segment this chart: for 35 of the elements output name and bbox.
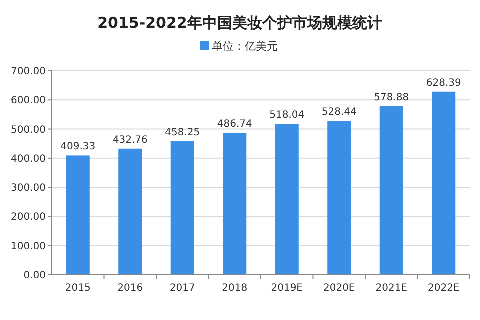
x-tick-label: 2018 — [222, 283, 248, 294]
bar — [223, 133, 247, 275]
data-label: 518.04 — [270, 110, 305, 122]
y-tick-label: 700.00 — [11, 66, 46, 78]
y-tick-label: 200.00 — [11, 212, 46, 224]
y-tick-label: 0.00 — [24, 270, 46, 282]
legend: 单位：亿美元 — [200, 40, 278, 53]
x-tick-label: 2015 — [65, 283, 91, 294]
bar — [118, 148, 142, 275]
bar — [275, 124, 299, 275]
bar — [432, 92, 456, 275]
data-label: 432.76 — [112, 134, 148, 146]
legend-label: 单位：亿美元 — [212, 40, 278, 53]
bar — [66, 156, 90, 275]
y-tick-label: 600.00 — [11, 96, 46, 107]
x-tick-label: 2017 — [170, 283, 196, 294]
data-label: 628.39 — [426, 78, 462, 89]
data-label: 458.25 — [165, 127, 200, 138]
x-tick-label: 2020E — [323, 283, 356, 294]
x-tick-label: 2019E — [271, 283, 304, 294]
y-tick-label: 300.00 — [11, 183, 46, 194]
bar — [328, 120, 352, 275]
y-tick-label: 400.00 — [11, 154, 46, 165]
y-tick-label: 500.00 — [11, 124, 46, 136]
y-tick-label: 100.00 — [11, 241, 46, 252]
x-tick-label: 2016 — [118, 283, 144, 294]
data-label: 486.74 — [217, 119, 252, 130]
data-label: 578.88 — [374, 92, 410, 104]
data-label: 528.44 — [322, 106, 357, 118]
bar — [380, 106, 404, 275]
bar — [170, 141, 194, 275]
chart-title: 2015-2022年中国美妆个护市场规模统计 — [98, 14, 382, 32]
x-tick-label: 2021E — [376, 283, 408, 294]
data-label: 409.33 — [60, 142, 96, 153]
x-tick-label: 2022E — [428, 283, 460, 294]
